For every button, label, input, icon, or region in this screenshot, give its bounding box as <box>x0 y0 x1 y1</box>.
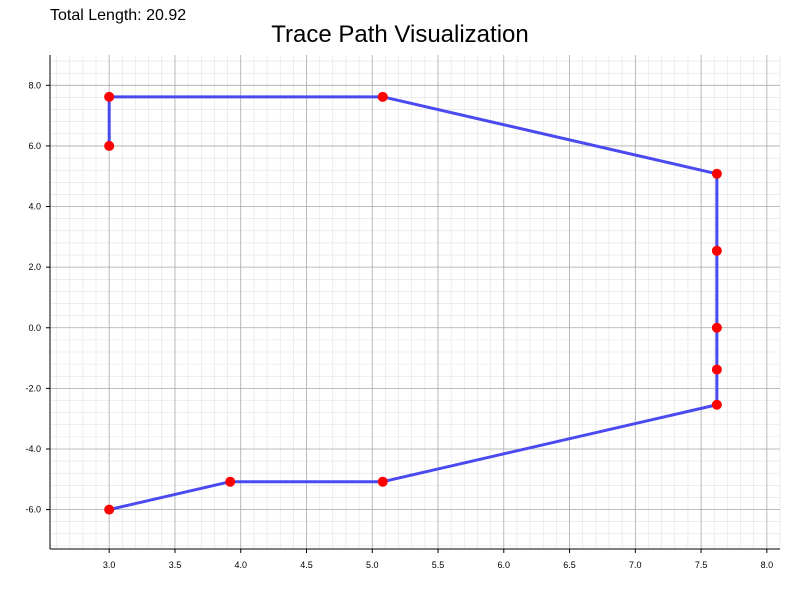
y-tick-label: 2.0 <box>28 262 41 272</box>
series-layer <box>104 91 722 515</box>
trace-point <box>104 504 115 515</box>
x-tick-label: 4.0 <box>234 560 247 570</box>
y-tick-label: 6.0 <box>28 141 41 151</box>
x-tick-label: 5.0 <box>366 560 379 570</box>
total-length-label: Total Length: 20.92 <box>50 7 187 24</box>
x-tick-label: 3.0 <box>103 560 116 570</box>
x-tick-label: 7.0 <box>629 560 642 570</box>
x-tick-label: 7.5 <box>695 560 708 570</box>
trace-point <box>225 476 236 487</box>
trace-point <box>104 140 115 151</box>
x-tick-label: 4.5 <box>300 560 313 570</box>
chart-title: Trace Path Visualization <box>271 21 529 48</box>
trace-point <box>711 245 722 256</box>
x-tick-label: 5.5 <box>432 560 445 570</box>
x-tick-label: 6.5 <box>563 560 576 570</box>
y-tick-label: 0.0 <box>28 323 41 333</box>
major-grid <box>50 55 780 549</box>
trace-path-line <box>107 95 719 512</box>
trace-point <box>104 91 115 102</box>
y-tick-label: -4.0 <box>25 444 41 454</box>
y-tick-label: -2.0 <box>25 383 41 393</box>
trace-point <box>377 476 388 487</box>
trace-point <box>711 322 722 333</box>
y-tick-label: 4.0 <box>28 202 41 212</box>
trace-point <box>711 168 722 179</box>
x-tick-label: 3.5 <box>169 560 182 570</box>
trace-point <box>711 364 722 375</box>
y-tick-label: 8.0 <box>28 80 41 90</box>
x-tick-label: 8.0 <box>761 560 774 570</box>
tick-labels: 3.0 3.5 4.0 4.5 5.0 5.5 6.0 6.5 7.0 7.5 8.0 8.0 6.0 4… <box>25 80 773 570</box>
x-tick-label: 6.0 <box>498 560 511 570</box>
y-tick-label: -6.0 <box>25 505 41 515</box>
axes <box>46 55 780 553</box>
minor-grid <box>50 55 781 549</box>
trace-point <box>377 91 388 102</box>
trace-point <box>711 399 722 410</box>
